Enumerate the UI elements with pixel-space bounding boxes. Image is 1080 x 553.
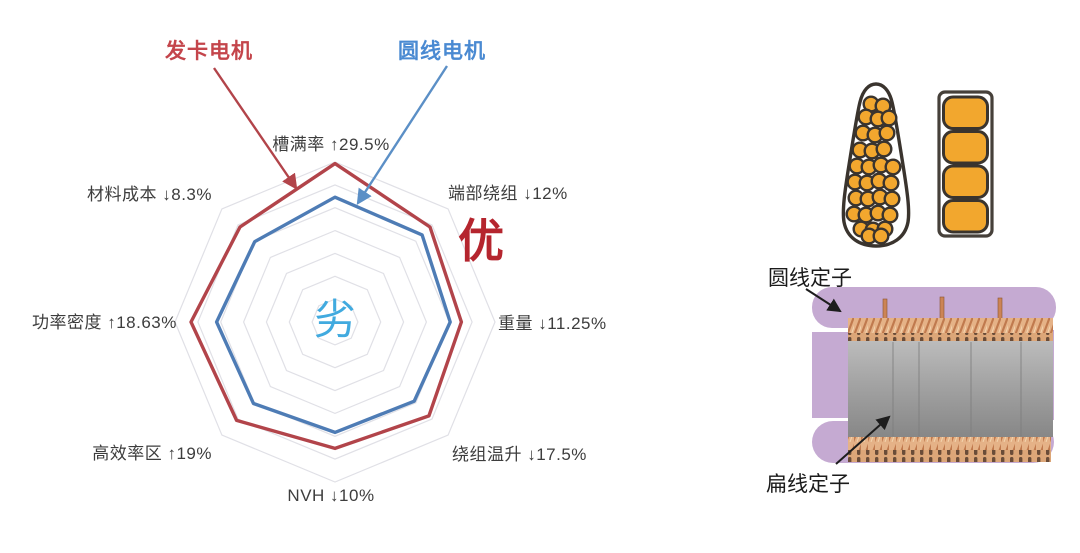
axis-label-slot-fill: 槽满率 ↑29.5% <box>272 135 390 154</box>
winding-bottom <box>848 437 1051 451</box>
radar-grid-ring <box>311 298 359 346</box>
axis-label-material-cost: 材料成本 ↓8.3% <box>87 185 212 204</box>
round-wire <box>883 190 901 208</box>
radar-grid-ring <box>265 252 405 392</box>
winding-bottom-ticks <box>848 450 1051 462</box>
flat-stator-core <box>848 341 1053 437</box>
legend-round-wire-motor: 圆线电机 <box>398 40 486 63</box>
axis-label-nvh: NVH ↓10% <box>287 486 375 505</box>
round-legend-arrow <box>356 65 449 205</box>
round-wire <box>880 109 898 127</box>
round-wire <box>875 140 893 158</box>
flat-wire <box>942 130 989 165</box>
axis-label-power-density: 功率密度 ↑18.63% <box>32 313 177 332</box>
flat-wire <box>942 95 989 130</box>
round-wire <box>872 227 890 245</box>
annotation-superior: 优 <box>458 214 504 268</box>
flat-wire-stator-label: 扁线定子 <box>766 473 850 496</box>
round-stator-top <box>812 287 1056 328</box>
round-wire <box>884 158 902 176</box>
hairpin-legend-arrow <box>213 67 298 190</box>
radar-series-round-wire-motor <box>214 195 452 435</box>
axis-label-weight: 重量 ↓11.25% <box>498 314 607 333</box>
round-wires-group <box>845 95 902 245</box>
winding-top <box>848 318 1053 334</box>
radar-grid-ring <box>288 275 382 369</box>
flat-stator-arrow <box>835 415 891 465</box>
annotation-inferior: 劣 <box>313 295 357 344</box>
round-stator-arrow <box>805 288 842 313</box>
radar-series-hairpin-motor <box>189 161 464 451</box>
flat-wire-slot-illustration <box>937 90 994 238</box>
axis-label-end-winding: 端部绕组 ↓12% <box>448 184 568 203</box>
round-wire <box>882 174 900 192</box>
axis-label-efficiency: 高效率区 ↑19% <box>92 444 212 463</box>
flat-wire <box>942 164 989 199</box>
round-wire-slot-illustration <box>841 82 911 248</box>
round-wire <box>881 206 899 224</box>
radar-grid-ring <box>174 161 496 483</box>
legend-hairpin-motor: 发卡电机 <box>165 40 253 63</box>
round-wire <box>878 124 896 142</box>
round-wire-stator-label: 圆线定子 <box>768 267 852 290</box>
radar-grid-ring <box>242 229 428 415</box>
axis-label-temp-rise: 绕组温升 ↓17.5% <box>452 445 587 464</box>
stator-illustration <box>805 287 1056 465</box>
flat-wire <box>942 199 989 234</box>
round-stator-left <box>812 332 852 418</box>
winding-top-ticks <box>848 333 1053 343</box>
